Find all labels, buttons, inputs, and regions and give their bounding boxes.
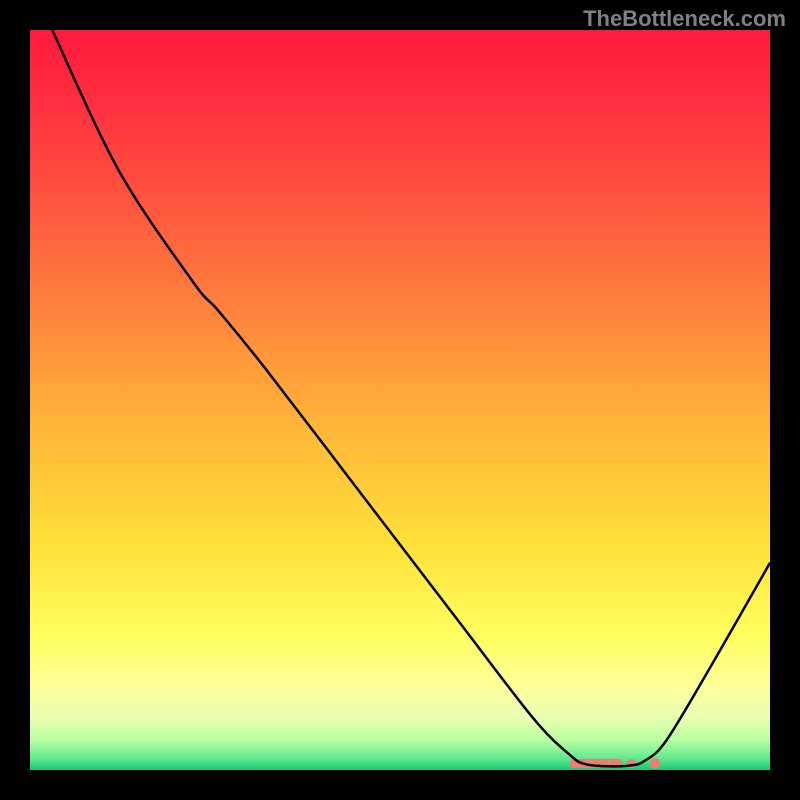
chart-container: TheBottleneck.com — [0, 0, 800, 800]
watermark-text: TheBottleneck.com — [583, 6, 786, 32]
curve-path — [52, 30, 770, 766]
plot-area — [30, 30, 770, 770]
bottleneck-curve — [30, 30, 770, 770]
